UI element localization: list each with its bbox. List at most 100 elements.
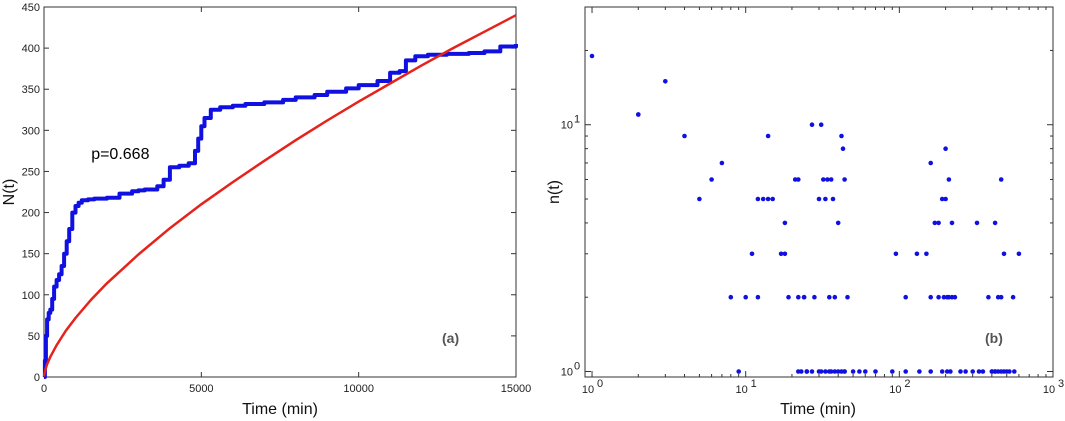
x-axis-label: Time (min) — [780, 401, 856, 418]
scatter-point — [845, 294, 850, 300]
scatter-point — [835, 369, 841, 374]
scatter-point — [943, 196, 948, 202]
scatter-point — [863, 369, 868, 374]
scatter-point — [924, 251, 929, 257]
scatter-point — [1016, 251, 1022, 257]
scatter-point — [1001, 251, 1007, 257]
y-tick-label: 10 — [561, 367, 573, 379]
scatter-point — [816, 369, 822, 374]
scatter-point — [809, 369, 815, 374]
panel-a-ticks: 0 5000 10000 15000 0 50 100 150 200 250 300 350 400 4… — [22, 2, 532, 395]
y-tick-label: 50 — [28, 331, 40, 343]
scatter-point — [1010, 294, 1016, 300]
scatter-point — [928, 160, 933, 166]
scatter-point — [782, 220, 788, 226]
scatter-point — [932, 220, 938, 226]
scatter-point — [830, 196, 836, 202]
scatter-point — [839, 133, 844, 139]
x-tick-label: 10 — [889, 384, 901, 396]
x-tick-label: 10 — [582, 384, 594, 396]
x-tick-exponent: 3 — [1058, 378, 1064, 390]
scatter-point — [796, 294, 801, 300]
scatter-point — [812, 294, 817, 300]
scatter-point — [782, 251, 788, 257]
scatter-point — [636, 112, 641, 117]
scatter-point — [796, 177, 801, 182]
panel-b: 10 0 10 1 10 2 10 310 010 1 (b) Time (min) n(t) — [546, 6, 1064, 418]
scatter-point — [936, 220, 941, 226]
scatter-point — [709, 177, 714, 182]
scatter-point — [970, 369, 975, 374]
scatter-point — [832, 294, 838, 300]
scatter-point — [958, 369, 963, 374]
scatter-point — [801, 294, 807, 300]
scatter-point — [840, 146, 846, 151]
scatter-point — [589, 53, 595, 59]
y-axis-label: n(t) — [546, 180, 563, 204]
scatter-point — [939, 369, 945, 374]
scatter-point — [914, 251, 920, 257]
scatter-point — [823, 196, 828, 202]
scatter-point — [809, 122, 815, 127]
scatter-point — [992, 220, 998, 226]
scatter-point — [903, 294, 908, 300]
scatter-point — [989, 369, 995, 374]
scatter-point — [928, 369, 933, 374]
x-tick-label: 10 — [736, 384, 748, 396]
scatter-point — [828, 177, 834, 182]
scatter-point — [903, 369, 908, 374]
scatter-point — [796, 369, 801, 374]
panel-label: (b) — [985, 330, 1003, 346]
scatter-point — [939, 196, 945, 202]
fit-annotation: p=0.668 — [91, 146, 149, 163]
scatter-point — [943, 146, 948, 151]
scatter-point — [736, 369, 741, 374]
scatter-point — [749, 251, 755, 257]
x-axis-label: Time (min) — [242, 401, 318, 418]
x-tick-label: 5000 — [189, 383, 213, 395]
scatter-point — [857, 369, 862, 374]
scatter-point — [890, 369, 895, 374]
y-axis-label: N(t) — [1, 179, 18, 206]
x-tick-label: 10 — [1043, 384, 1055, 396]
y-tick-label: 100 — [22, 290, 40, 302]
scatter-point — [827, 294, 832, 300]
scatter-point — [1001, 369, 1007, 374]
scatter-point — [778, 251, 784, 257]
scatter-point — [755, 196, 761, 202]
scatter-point — [825, 177, 830, 182]
scatter-point — [719, 160, 725, 166]
scatter-point — [828, 369, 834, 374]
scatter-point — [976, 369, 982, 374]
y-tick-label: 200 — [22, 208, 40, 220]
scatter-point — [928, 294, 933, 300]
scatter-point — [917, 369, 922, 374]
scatter-point — [804, 369, 810, 374]
x-tick-label: 10000 — [343, 383, 374, 395]
scatter-point — [893, 251, 899, 257]
x-tick-exponent: 1 — [751, 378, 757, 390]
y-tick-label: 300 — [22, 125, 40, 137]
scatter-point — [842, 177, 847, 182]
y-tick-label: 400 — [22, 43, 40, 55]
scatter-point — [697, 196, 702, 202]
scatter-point — [998, 177, 1004, 182]
panel-a-plot — [42, 14, 518, 379]
scatter-point — [963, 369, 968, 374]
scatter-point — [835, 220, 841, 226]
scatter-point — [948, 369, 953, 374]
cumulative-series-line — [42, 44, 518, 379]
scatter-point — [728, 294, 734, 300]
plot-area-frame — [584, 6, 1054, 378]
y-tick-label: 350 — [22, 84, 40, 96]
y-tick-label: 150 — [22, 249, 40, 261]
scatter-point — [663, 79, 668, 84]
scatter-point — [949, 294, 955, 300]
scatter-point — [992, 369, 998, 374]
scatter-point — [760, 196, 766, 202]
y-tick-label: 10 — [561, 120, 573, 132]
panel-label: (a) — [442, 330, 459, 346]
scatter-point — [839, 369, 844, 374]
